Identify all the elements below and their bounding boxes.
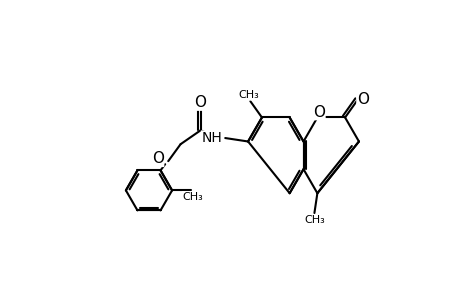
Text: O: O — [194, 95, 206, 110]
Text: O: O — [312, 105, 324, 120]
Text: O: O — [151, 151, 163, 166]
Text: NH: NH — [201, 131, 222, 145]
Text: CH₃: CH₃ — [182, 191, 203, 202]
Text: O: O — [356, 92, 368, 107]
Text: CH₃: CH₃ — [304, 215, 325, 225]
Text: CH₃: CH₃ — [238, 90, 258, 100]
